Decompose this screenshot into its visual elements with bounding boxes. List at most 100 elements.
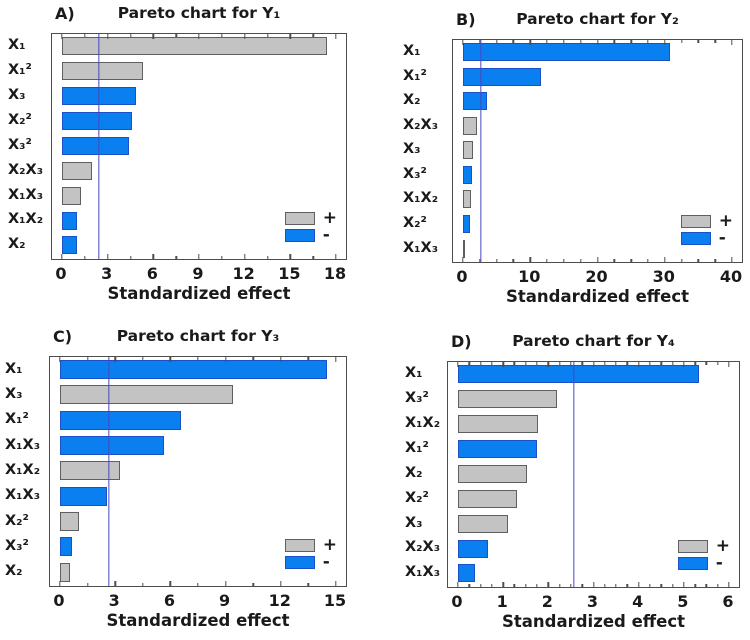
bar-X₁²: [60, 410, 181, 430]
x-tick-label: 30: [652, 267, 675, 286]
axis-tick: [59, 581, 61, 586]
axis-tick: [84, 256, 86, 259]
axis-tick: [198, 34, 200, 39]
bar-X₂²: [60, 512, 80, 532]
axis-tick: [728, 582, 730, 587]
category-label: X₁X₃: [5, 487, 41, 504]
x-tick-label: 0: [55, 264, 67, 283]
axis-tick: [502, 362, 504, 367]
category-label: X₁X₂: [8, 211, 44, 228]
positive-effect-swatch: [284, 539, 315, 552]
axis-tick: [546, 40, 548, 43]
bar-X₂: [458, 464, 528, 483]
axis-tick: [152, 254, 155, 259]
axis-tick: [592, 362, 595, 367]
axis-tick: [479, 584, 482, 587]
positive-effect-label: +: [322, 208, 337, 228]
axis-tick: [495, 40, 498, 43]
category-label: X₂: [403, 92, 421, 109]
negative-effect-label: -: [322, 552, 330, 572]
legend-row-positive: +: [677, 538, 730, 555]
axis-tick: [570, 362, 572, 365]
category-label: X₁X₃: [5, 436, 41, 453]
chart-title: Pareto chart for Y₂: [516, 10, 679, 28]
bar-X₃²: [60, 537, 72, 557]
axis-tick: [252, 357, 254, 360]
axis-tick: [671, 362, 674, 365]
x-tick-label: 0: [456, 267, 468, 286]
x-tick-label: 9: [192, 264, 204, 283]
axis-tick: [563, 40, 565, 43]
plot-area: + -: [452, 39, 743, 263]
axis-tick: [649, 362, 651, 365]
category-label: X₁X₃: [8, 186, 44, 203]
bar-X₂²: [463, 215, 470, 233]
plot-area: + -: [49, 356, 347, 587]
legend-row-negative: -: [677, 555, 730, 572]
category-label: X₁: [403, 43, 421, 60]
axis-tick: [307, 583, 310, 586]
panel-b: B) Pareto chart for Y₂ X₁ X₁² X₂ X₂X₃ X₃ X₃² X…: [375, 0, 750, 320]
significance-reference-line: [97, 34, 100, 259]
category-label: X₂: [5, 563, 23, 580]
axis-tick: [243, 254, 246, 259]
bar-X₂: [463, 92, 488, 111]
axis-tick: [647, 259, 649, 262]
x-tick-label: 12: [268, 591, 291, 610]
bar-X₂X₃: [463, 116, 478, 135]
panel-a: A) Pareto chart for Y₁ X₁ X₁² X₃ X₂² X₃² X₂X₃…: [0, 0, 375, 320]
panel-d: D) Pareto chart for Y₄ X₁ X₃² X₁X₂ X₁² X₂ X₂²…: [375, 320, 750, 640]
category-label: X₂X₃: [8, 161, 44, 178]
category-label: X₂X₃: [403, 116, 439, 133]
chart-title: Pareto chart for Y₁: [117, 4, 281, 22]
axis-tick: [468, 362, 470, 365]
axis-tick: [513, 584, 516, 587]
x-axis-label: Standardized effect: [107, 284, 291, 303]
axis-tick: [513, 362, 516, 365]
bar-X₁X₃: [60, 486, 107, 506]
axis-tick: [714, 259, 716, 262]
axis-tick: [731, 40, 733, 45]
axis-tick: [697, 40, 700, 43]
axis-tick: [221, 34, 223, 37]
bar-X₂: [62, 236, 78, 255]
axis-tick: [335, 581, 337, 586]
axis-tick: [152, 34, 155, 39]
x-tick-label: 6: [722, 592, 734, 611]
x-axis-label: Standardized effect: [502, 612, 685, 631]
category-label: X₁: [405, 365, 423, 382]
bar-X₂²: [458, 489, 517, 508]
bar-X₁X₃: [458, 564, 475, 583]
axis-tick: [529, 257, 531, 262]
x-axis-label: Standardized effect: [106, 611, 290, 630]
axis-tick: [630, 40, 632, 43]
category-label: X₁: [5, 360, 23, 377]
axis-tick: [197, 583, 199, 586]
axis-tick: [198, 254, 200, 259]
legend-row-positive: +: [284, 537, 337, 554]
axis-tick: [731, 257, 733, 262]
axis-tick: [613, 40, 616, 43]
bar-X₃: [458, 514, 508, 533]
axis-tick: [680, 40, 683, 43]
axis-tick: [114, 581, 116, 586]
positive-effect-swatch: [677, 540, 708, 553]
axis-tick: [491, 362, 493, 365]
category-label: X₃: [5, 385, 23, 402]
bar-X₁X₃: [463, 239, 465, 258]
x-tick-labels: 0 10 20 30 40: [452, 267, 743, 287]
axis-tick: [525, 584, 527, 587]
axis-tick: [289, 254, 292, 259]
axis-tick: [626, 362, 629, 365]
bar-X₁: [463, 43, 671, 62]
legend-row-positive: +: [680, 213, 733, 230]
significance-reference-line: [480, 40, 482, 262]
x-tick-label: 10: [518, 267, 541, 286]
x-tick-labels: 0 3 6 9 12 15 18: [51, 264, 347, 284]
x-tick-label: 18: [323, 264, 347, 283]
axis-tick: [479, 40, 481, 43]
axis-tick: [694, 362, 696, 365]
axis-tick: [546, 259, 548, 262]
legend: + -: [677, 536, 730, 574]
axis-tick: [630, 259, 632, 262]
